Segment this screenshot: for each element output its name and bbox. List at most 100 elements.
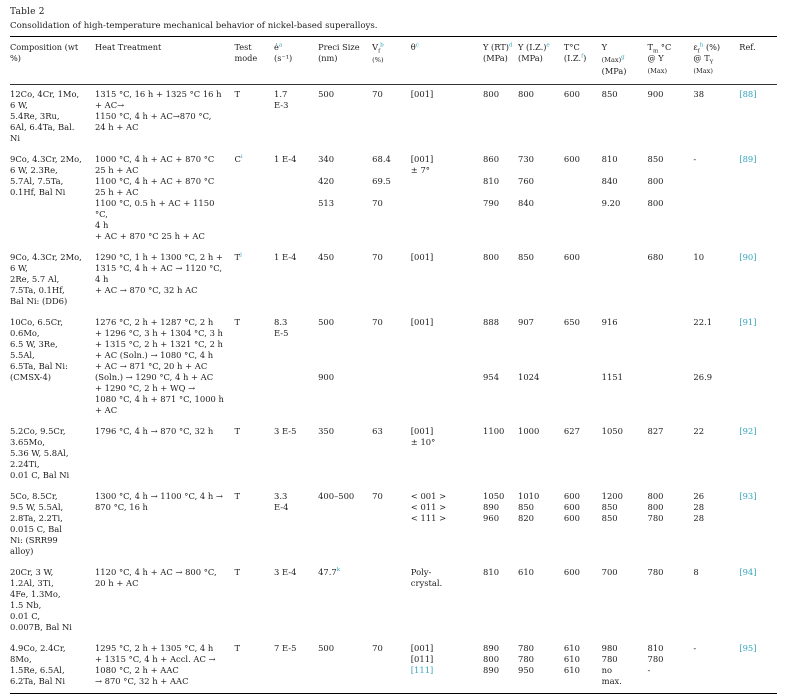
cell-temp-at-ymax: 780 (647, 567, 664, 577)
tm-max-label: (Max) (647, 67, 668, 75)
footnote-a-link[interactable]: a (278, 42, 283, 49)
cell-elongation: 10 (693, 252, 705, 262)
footnote-g-link[interactable]: g (621, 54, 625, 61)
cell-yield-iz: 730 760 840 (518, 154, 535, 208)
tm-label: T (647, 42, 653, 52)
cell-precipitate-size: 400–500 (318, 491, 355, 501)
cell-temp-iz: 600 (563, 89, 580, 99)
table-caption: Consolidation of high-temperature mechan… (10, 21, 378, 31)
footnote-link[interactable]: k (336, 567, 341, 574)
footnote-h-link[interactable]: h (699, 42, 704, 49)
table-row: 9Co, 4.3Cr, 2Mo, 6 W, 2Re, 5.7 Al, 7.5Ta… (10, 248, 777, 313)
cell-reference: [92] (739, 426, 777, 437)
col-volume-fraction: Vfb (%) (372, 42, 411, 66)
reference-link[interactable]: [93] (739, 491, 757, 501)
table-row: 4.9Co, 2.4Cr, 8Mo, 1.5Re, 6.5Al, 6.2Ta, … (10, 639, 777, 693)
cell-strain-rate: 1 E-4 (274, 154, 297, 164)
cell-elongation: 26 28 28 (693, 491, 705, 523)
col-temp-at-ymax: Tm °C @ Y (Max) (648, 42, 694, 77)
footnote-f-link[interactable]: f (581, 53, 584, 60)
footnote-link[interactable]: j (240, 252, 242, 259)
cell-temp-iz: 650 (563, 317, 580, 327)
col-reference: Ref. (739, 42, 756, 52)
cell-test-mode: T (234, 567, 241, 577)
cell-yield-max: 810 840 9.20 (601, 154, 621, 208)
cell-strain-rate: 3.3 E-4 (274, 491, 289, 512)
cell-temp-iz: 600 600 600 (563, 491, 580, 523)
cell-heat-treatment: 1276 °C, 2 h + 1287 °C, 2 h + 1296 °C, 3… (94, 317, 224, 415)
table-row: 10Co, 6.5Cr, 0.6Mo, 6.5 W, 3Re, 5.5Al, 6… (10, 313, 777, 422)
cell-precipitate-size: 500 900 (318, 317, 335, 382)
cell-volume-fraction: 70 (372, 317, 383, 327)
yrt-label: Y (RT) (483, 42, 509, 52)
footnote-b-link[interactable]: b (380, 42, 384, 49)
cell-composition: 4.9Co, 2.4Cr, 8Mo, 1.5Re, 6.5Al, 6.2Ta, … (10, 643, 66, 686)
reference-link[interactable]: [92] (739, 426, 757, 436)
ef-max-label: (Max) (693, 67, 713, 75)
cell-temp-at-ymax: 827 (647, 426, 664, 436)
cell-yield-iz: 850 (518, 252, 535, 262)
cell-orientation: < 001 > < 011 > < 111 > (410, 491, 447, 523)
orientation-citation-link[interactable]: [111] (410, 665, 434, 675)
cell-yield-max: 850 (601, 89, 618, 99)
reference-link[interactable]: [90] (739, 252, 757, 262)
cell-yield-rt: 1050 890 960 (483, 491, 505, 523)
ef-unit: (%) (703, 42, 721, 52)
yrt-unit: (MPa) (483, 53, 508, 63)
cell-temp-at-ymax: 850 800 800 (647, 154, 664, 208)
cell-orientation: [001] ± 10° (410, 426, 436, 447)
cell-yield-iz: 780 780 950 (518, 643, 535, 675)
footnote-d-link[interactable]: d (508, 42, 513, 49)
reference-link[interactable]: [95] (739, 643, 757, 653)
cell-elongation: 38 (693, 89, 705, 99)
ef-t-subscript: Y (709, 59, 714, 66)
cell-test-mode: T (234, 491, 241, 501)
reference-link[interactable]: [91] (739, 317, 757, 327)
cell-temp-iz: 600 (563, 567, 580, 577)
cell-test-mode: Tj (234, 252, 242, 262)
cell-volume-fraction: 68.4 69.5 70 (372, 154, 391, 208)
superalloys-table: Composition (wt %) Heat Treatment Test m… (10, 36, 777, 694)
table-row: 5.2Co, 9.5Cr, 3.65Mo, 5.36 W, 5.8Al, 2.2… (10, 422, 777, 487)
cell-orientation: Poly- crystal. (410, 567, 443, 588)
cell-yield-rt: 888 954 (483, 317, 500, 382)
cell-volume-fraction: 70 (372, 643, 383, 653)
footnote-c-link[interactable]: c (415, 42, 419, 49)
cell-temp-at-ymax: 810 780 - (647, 643, 664, 675)
vf-unit: (%) (372, 56, 384, 64)
cell-heat-treatment: 1796 °C, 4 h → 870 °C, 32 h (94, 426, 214, 436)
cell-orientation: [001] (410, 252, 434, 262)
cell-strain-rate: 8.3 E-5 (274, 317, 289, 338)
ef-at-label: @ T (693, 53, 710, 63)
cell-yield-iz: 800 (518, 89, 535, 99)
col-orientation: θc (411, 42, 483, 53)
cell-composition: 5.2Co, 9.5Cr, 3.65Mo, 5.36 W, 5.8Al, 2.2… (10, 426, 70, 480)
cell-elongation: 8 (693, 567, 699, 577)
vf-symbol: V (372, 42, 379, 52)
ymax-max-label: (Max) (601, 56, 622, 64)
cell-reference: [90] (739, 252, 777, 263)
cell-reference: [95] (739, 643, 777, 654)
cell-temp-at-ymax: 680 (647, 252, 664, 262)
footnote-link[interactable]: i (240, 154, 243, 161)
cell-precipitate-size: 500 (318, 643, 335, 653)
cell-composition: 12Co, 4Cr, 1Mo, 6 W, 5.4Re, 3Ru, 6Al, 6.… (10, 89, 80, 143)
cell-yield-max: 1200 850 850 (601, 491, 623, 523)
cell-precipitate-size: 350 (318, 426, 335, 436)
col-heat-treatment: Heat Treatment (94, 42, 162, 52)
cell-temp-at-ymax: 900 (647, 89, 664, 99)
footnote-e-link[interactable]: e (546, 42, 550, 49)
cell-heat-treatment: 1000 °C, 4 h + AC + 870 °C 25 h + AC 110… (94, 154, 215, 241)
reference-link[interactable]: [94] (739, 567, 757, 577)
cell-strain-rate: 1.7 E-3 (274, 89, 289, 110)
reference-link[interactable]: [88] (739, 89, 757, 99)
cell-composition: 5Co, 8.5Cr, 9.5 W, 5.5Al, 2.8Ta, 2.2Ti, … (10, 491, 64, 556)
table-row: 12Co, 4Cr, 1Mo, 6 W, 5.4Re, 3Ru, 6Al, 6.… (10, 85, 777, 150)
col-yield-iz: Y (I.Z.)e (MPa) (518, 42, 564, 64)
cell-composition: 9Co, 4.3Cr, 2Mo, 6 W, 2.3Re, 5.7Al, 7.5T… (10, 154, 82, 197)
cell-reference: [94] (739, 567, 777, 578)
table-row: 20Cr, 3 W, 1.2Al, 3Ti, 4Fe, 1.3Mo, 1.5 N… (10, 563, 777, 639)
cell-heat-treatment: 1295 °C, 2 h + 1305 °C, 4 h + 1315 °C, 4… (94, 643, 216, 686)
reference-link[interactable]: [89] (739, 154, 757, 164)
cell-heat-treatment: 1315 °C, 16 h + 1325 °C 16 h + AC→ 1150 … (94, 89, 222, 132)
